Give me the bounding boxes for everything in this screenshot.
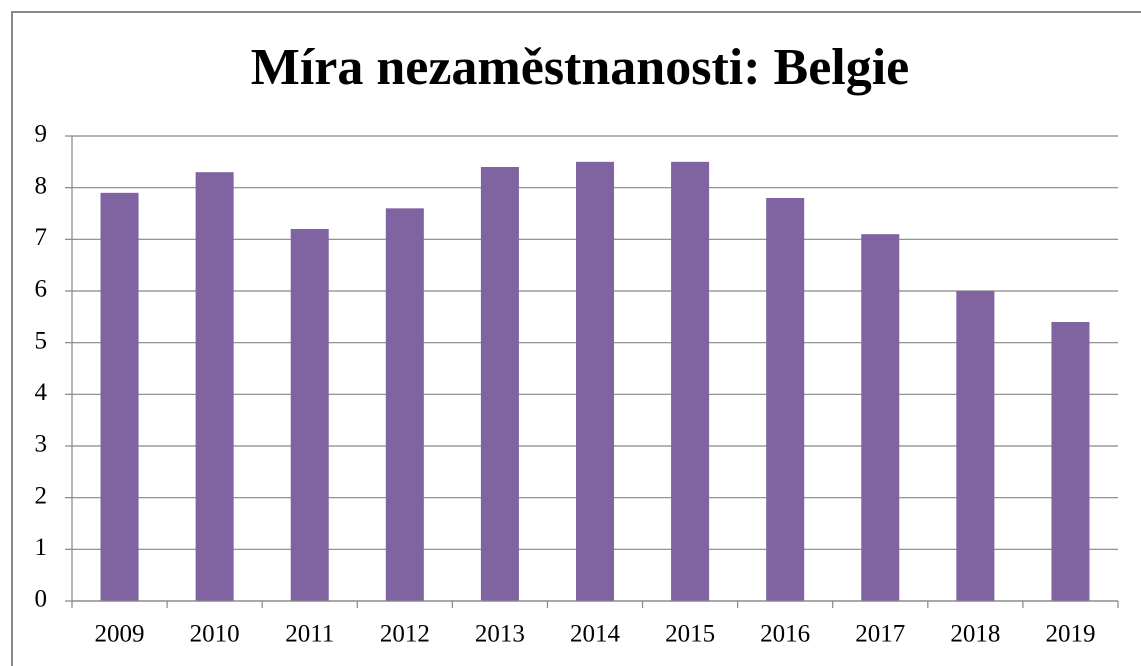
- bar: [671, 161, 710, 602]
- x-tick-label: 2017: [855, 621, 905, 648]
- x-tick-label: 2009: [95, 621, 145, 648]
- bar: [480, 167, 519, 601]
- y-tick-label: 1: [35, 534, 48, 561]
- x-tick-label: 2018: [950, 621, 1000, 648]
- bar: [575, 161, 615, 602]
- bar: [195, 172, 234, 601]
- x-tick-label: 2019: [1045, 621, 1095, 648]
- y-tick-label: 7: [35, 224, 48, 251]
- y-tick-label: 3: [35, 431, 48, 458]
- bar: [100, 192, 139, 602]
- bar: [766, 198, 805, 601]
- bar: [385, 208, 424, 602]
- x-tick-label: 2010: [190, 621, 240, 648]
- x-tick-label: 2013: [475, 621, 525, 648]
- y-tick-label: 5: [35, 327, 48, 354]
- x-tick-label: 2015: [665, 621, 715, 648]
- y-tick-label: 8: [35, 172, 48, 199]
- x-tick-label: 2011: [285, 621, 334, 648]
- x-tick-label: 2014: [570, 621, 621, 648]
- y-tick-label: 0: [35, 586, 48, 613]
- bar: [861, 234, 900, 601]
- chart-title: Míra nezaměstnanosti: Belgie: [251, 39, 910, 96]
- y-tick-label: 9: [35, 121, 48, 148]
- x-tick-label: 2012: [380, 621, 430, 648]
- x-tick-label: 2016: [760, 621, 810, 648]
- bar: [1051, 322, 1090, 601]
- bar: [290, 229, 329, 601]
- y-tick-label: 6: [35, 276, 48, 303]
- y-tick-label: 2: [35, 482, 48, 509]
- bar: [956, 291, 995, 601]
- y-tick-label: 4: [35, 379, 48, 406]
